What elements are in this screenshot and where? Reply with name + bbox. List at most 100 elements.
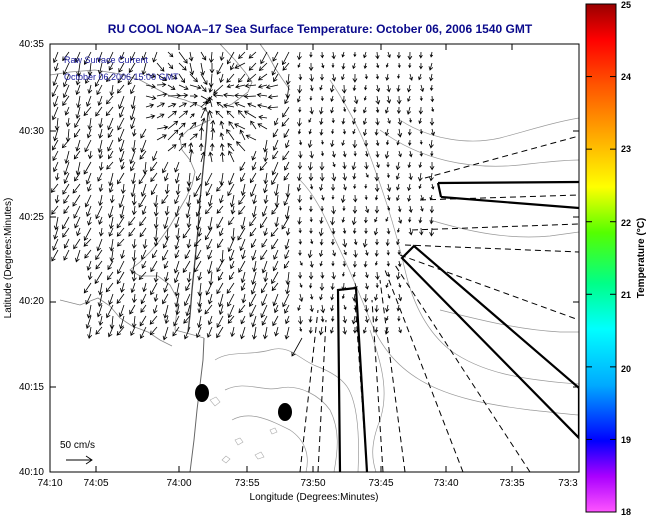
current-vector [185, 205, 191, 219]
current-vector [244, 83, 257, 89]
current-vector [364, 194, 368, 201]
current-vector [139, 227, 147, 238]
current-vector [285, 183, 291, 198]
current-vector [95, 205, 103, 220]
current-vector [274, 326, 279, 337]
current-vector [274, 183, 279, 197]
current-vector [374, 194, 379, 201]
current-vector [397, 249, 401, 256]
current-vector [205, 205, 213, 215]
current-vector [362, 326, 367, 334]
current-vector [195, 216, 202, 231]
current-vector [330, 293, 335, 301]
current-vector [263, 183, 268, 194]
current-vector [145, 95, 157, 101]
current-vector [207, 216, 213, 231]
current-vector [98, 216, 103, 225]
current-vector [87, 326, 93, 339]
current-vector [387, 293, 391, 299]
x-tick-label: 73:45 [368, 478, 393, 489]
current-vector [76, 62, 82, 77]
current-vector [63, 194, 70, 204]
current-vector [196, 194, 202, 205]
current-vector [387, 51, 391, 59]
current-vector [343, 183, 347, 191]
current-vector [376, 161, 380, 169]
current-vector [331, 194, 335, 200]
current-vector [62, 227, 70, 238]
current-vector [167, 62, 174, 70]
current-vector [309, 304, 314, 313]
current-vector [106, 304, 114, 319]
bay-shore [59, 297, 173, 347]
current-vector [140, 183, 147, 197]
current-vector [364, 139, 369, 147]
current-vector [419, 128, 423, 135]
current-vector [150, 172, 158, 183]
current-vector [226, 84, 235, 89]
current-vector [375, 239, 379, 246]
current-vector [152, 150, 158, 162]
current-vector [238, 260, 246, 273]
x-tick-label: 74:00 [166, 478, 191, 489]
current-vector [132, 128, 137, 137]
current-vector [398, 216, 403, 224]
current-vector [174, 293, 180, 308]
current-vector [119, 139, 125, 153]
current-vector [374, 128, 379, 136]
colorbar-tick-label: 23 [621, 144, 631, 154]
current-vector [258, 114, 268, 120]
current-vector [352, 260, 357, 268]
current-vector [200, 101, 208, 108]
current-vector [263, 150, 269, 163]
current-vector [331, 183, 336, 191]
current-vector [407, 183, 412, 192]
current-vector [131, 249, 137, 262]
current-vector [429, 51, 434, 58]
current-vector [62, 84, 70, 99]
current-vector [374, 293, 379, 301]
current-vector [74, 216, 81, 229]
current-vector [418, 216, 423, 224]
current-vector [116, 238, 125, 247]
current-vector [271, 62, 279, 76]
current-vector [51, 84, 59, 98]
current-vector [186, 172, 192, 187]
current-vector [97, 51, 103, 63]
current-vector [141, 51, 147, 61]
current-vector [96, 304, 103, 318]
current-vector [119, 150, 125, 163]
current-vector [83, 51, 92, 65]
current-vector [75, 249, 81, 263]
current-vector [98, 150, 104, 160]
current-vector [308, 271, 314, 280]
current-vector [363, 51, 367, 59]
current-vector [407, 128, 412, 136]
current-vector [431, 106, 435, 113]
current-vector [156, 102, 165, 108]
current-vector [272, 260, 279, 272]
current-vector [417, 172, 423, 182]
current-vector [86, 205, 92, 217]
current-vector [309, 84, 314, 92]
current-vector [178, 110, 189, 119]
current-vector [251, 161, 257, 171]
current-vector [365, 150, 369, 157]
current-vector [236, 141, 246, 152]
current-vector [285, 227, 291, 236]
current-vector [429, 161, 435, 171]
current-vector [98, 282, 103, 296]
current-vector [342, 150, 347, 158]
current-vector [141, 260, 147, 269]
current-vector [197, 282, 203, 297]
current-vector [261, 205, 268, 217]
current-vector [320, 51, 325, 59]
current-vector [375, 139, 380, 147]
current-vector [396, 304, 401, 312]
current-vector [397, 205, 402, 213]
current-vector [53, 216, 59, 231]
current-vector [297, 161, 303, 170]
current-vector [87, 84, 93, 94]
current-vector [223, 103, 235, 108]
